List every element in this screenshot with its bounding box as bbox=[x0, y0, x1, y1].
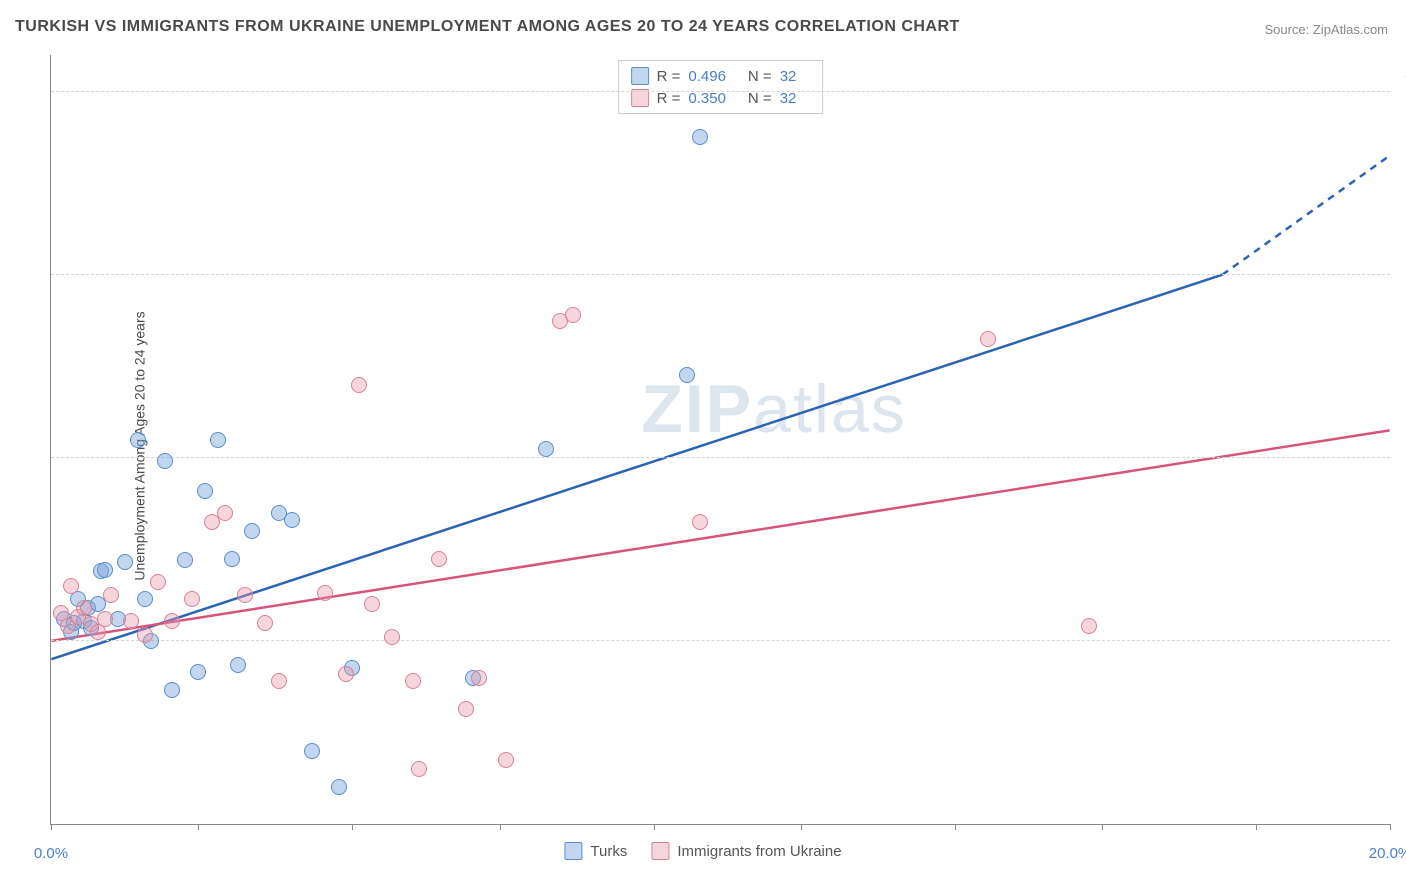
scatter-point bbox=[97, 611, 113, 627]
x-tick bbox=[1256, 824, 1257, 830]
scatter-point bbox=[164, 613, 180, 629]
gridline bbox=[51, 91, 1390, 92]
scatter-point bbox=[271, 673, 287, 689]
scatter-point bbox=[471, 670, 487, 686]
x-tick-label: 0.0% bbox=[34, 845, 68, 862]
trend-lines-svg bbox=[51, 55, 1390, 824]
scatter-point bbox=[97, 562, 113, 578]
scatter-point bbox=[217, 505, 233, 521]
scatter-point bbox=[317, 585, 333, 601]
scatter-point bbox=[411, 761, 427, 777]
n-value-ukraine: 32 bbox=[780, 90, 797, 107]
plot-area: ZIPatlas R = 0.496 N = 32 R = 0.350 N = … bbox=[50, 55, 1390, 825]
scatter-point bbox=[230, 657, 246, 673]
chart-title: TURKISH VS IMMIGRANTS FROM UKRAINE UNEMP… bbox=[15, 18, 960, 36]
legend-label-turks: Turks bbox=[590, 843, 627, 860]
r-label: R = bbox=[657, 68, 681, 85]
scatter-point bbox=[117, 554, 133, 570]
legend-swatch-ukraine bbox=[651, 842, 669, 860]
scatter-point bbox=[177, 552, 193, 568]
scatter-point bbox=[197, 483, 213, 499]
stats-row-turks: R = 0.496 N = 32 bbox=[631, 65, 811, 87]
scatter-point bbox=[384, 629, 400, 645]
chart-container: TURKISH VS IMMIGRANTS FROM UKRAINE UNEMP… bbox=[0, 0, 1406, 892]
scatter-point bbox=[431, 551, 447, 567]
scatter-point bbox=[538, 441, 554, 457]
scatter-point bbox=[405, 673, 421, 689]
gridline bbox=[51, 640, 1390, 641]
scatter-point bbox=[692, 514, 708, 530]
n-value-turks: 32 bbox=[780, 68, 797, 85]
scatter-point bbox=[364, 596, 380, 612]
scatter-point bbox=[351, 377, 367, 393]
scatter-point bbox=[137, 627, 153, 643]
scatter-point bbox=[157, 453, 173, 469]
x-tick bbox=[198, 824, 199, 830]
n-label: N = bbox=[748, 90, 772, 107]
scatter-point bbox=[458, 701, 474, 717]
scatter-point bbox=[130, 432, 146, 448]
x-tick bbox=[51, 824, 52, 830]
x-tick bbox=[654, 824, 655, 830]
scatter-point bbox=[237, 587, 253, 603]
scatter-point bbox=[190, 664, 206, 680]
x-tick bbox=[352, 824, 353, 830]
scatter-point bbox=[331, 779, 347, 795]
scatter-point bbox=[498, 752, 514, 768]
scatter-point bbox=[284, 512, 300, 528]
legend-item-turks: Turks bbox=[564, 842, 627, 860]
gridline bbox=[51, 457, 1390, 458]
scatter-point bbox=[980, 331, 996, 347]
x-tick bbox=[801, 824, 802, 830]
legend-item-ukraine: Immigrants from Ukraine bbox=[651, 842, 841, 860]
scatter-point bbox=[244, 523, 260, 539]
scatter-point bbox=[210, 432, 226, 448]
scatter-point bbox=[123, 613, 139, 629]
n-label: N = bbox=[748, 68, 772, 85]
x-tick bbox=[1102, 824, 1103, 830]
scatter-point bbox=[257, 615, 273, 631]
legend-label-ukraine: Immigrants from Ukraine bbox=[677, 843, 841, 860]
stats-legend: R = 0.496 N = 32 R = 0.350 N = 32 bbox=[618, 60, 824, 114]
r-label: R = bbox=[657, 90, 681, 107]
scatter-point bbox=[63, 578, 79, 594]
x-tick bbox=[500, 824, 501, 830]
scatter-point bbox=[184, 591, 200, 607]
source-attribution: Source: ZipAtlas.com bbox=[1264, 22, 1388, 37]
bottom-legend: Turks Immigrants from Ukraine bbox=[564, 842, 841, 860]
x-tick bbox=[955, 824, 956, 830]
scatter-point bbox=[103, 587, 119, 603]
scatter-point bbox=[692, 129, 708, 145]
x-tick bbox=[1390, 824, 1391, 830]
watermark-bold: ZIP bbox=[641, 371, 753, 447]
scatter-point bbox=[164, 682, 180, 698]
scatter-point bbox=[76, 600, 92, 616]
watermark-light: atlas bbox=[753, 371, 907, 447]
scatter-point bbox=[679, 367, 695, 383]
scatter-point bbox=[1081, 618, 1097, 634]
swatch-ukraine bbox=[631, 89, 649, 107]
legend-swatch-turks bbox=[564, 842, 582, 860]
x-tick-label: 20.0% bbox=[1369, 845, 1406, 862]
scatter-point bbox=[224, 551, 240, 567]
scatter-point bbox=[304, 743, 320, 759]
scatter-point bbox=[137, 591, 153, 607]
r-value-turks: 0.496 bbox=[688, 68, 726, 85]
swatch-turks bbox=[631, 67, 649, 85]
scatter-point bbox=[565, 307, 581, 323]
r-value-ukraine: 0.350 bbox=[688, 90, 726, 107]
scatter-point bbox=[150, 574, 166, 590]
scatter-point bbox=[338, 666, 354, 682]
gridline bbox=[51, 274, 1390, 275]
